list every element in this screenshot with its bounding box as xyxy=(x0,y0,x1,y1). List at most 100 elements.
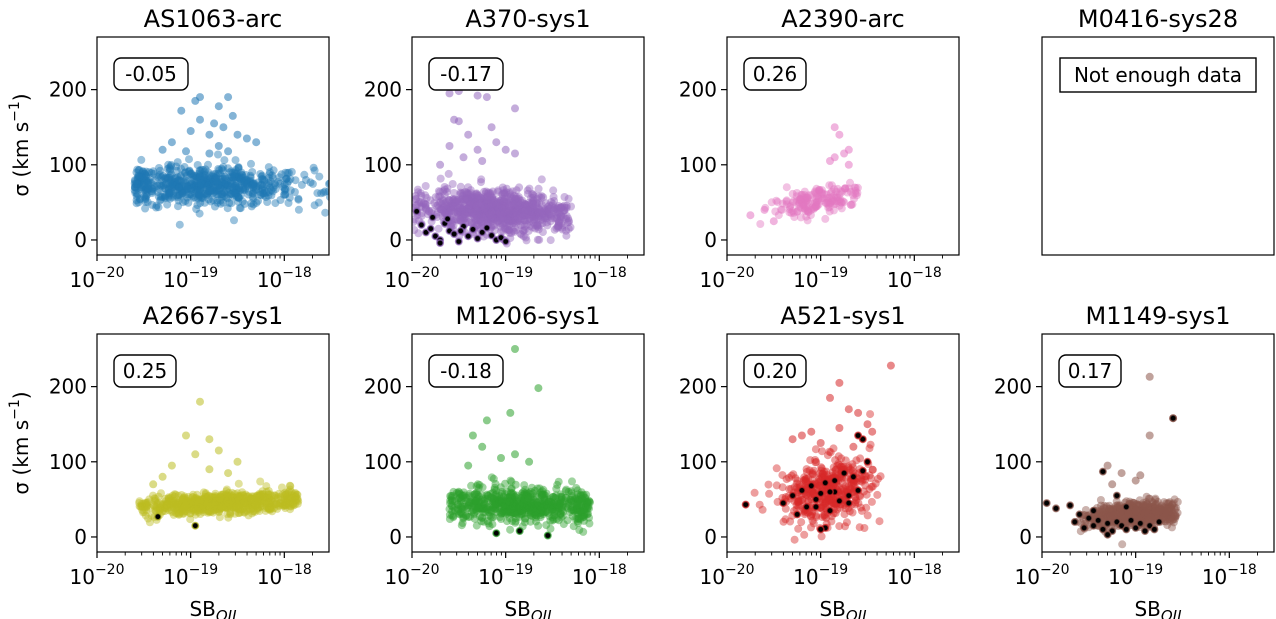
data-point xyxy=(468,194,477,203)
data-point xyxy=(472,210,481,219)
data-point xyxy=(799,199,808,208)
data-point xyxy=(553,203,562,212)
data-point xyxy=(211,497,220,506)
data-point xyxy=(498,196,507,205)
data-point xyxy=(505,207,514,215)
data-point xyxy=(566,223,575,232)
data-point xyxy=(217,178,226,187)
data-point xyxy=(199,505,208,514)
data-point xyxy=(197,497,206,506)
flagged-point xyxy=(854,431,863,440)
data-point xyxy=(235,501,244,510)
data-point xyxy=(535,211,543,220)
data-point xyxy=(502,184,511,193)
data-point xyxy=(260,493,269,502)
data-point xyxy=(469,198,478,207)
data-point xyxy=(192,186,201,195)
data-point xyxy=(503,215,512,224)
outlier-point xyxy=(826,393,834,402)
data-point xyxy=(195,171,204,180)
data-point xyxy=(476,215,485,223)
data-point xyxy=(212,190,221,199)
data-point xyxy=(807,205,816,214)
data-point xyxy=(801,197,810,206)
data-point xyxy=(196,176,205,185)
data-point xyxy=(483,214,492,223)
data-point xyxy=(467,219,476,228)
data-point xyxy=(164,494,173,503)
flagged-point xyxy=(1103,530,1112,539)
data-point xyxy=(217,498,226,507)
data-point xyxy=(507,208,516,217)
data-point xyxy=(135,166,144,174)
data-point xyxy=(212,172,221,181)
data-point xyxy=(501,198,510,207)
data-point xyxy=(255,491,264,500)
x-axis-label: SBOII xyxy=(819,597,867,619)
data-point xyxy=(242,176,251,185)
data-point xyxy=(156,505,165,514)
outlier-point xyxy=(196,397,204,406)
data-point xyxy=(166,171,175,180)
flagged-point xyxy=(1122,502,1131,511)
data-point xyxy=(211,176,220,185)
data-point xyxy=(464,203,473,212)
data-point xyxy=(554,204,563,213)
data-point xyxy=(216,190,225,199)
data-point xyxy=(812,198,821,207)
data-point xyxy=(454,216,463,225)
data-point xyxy=(494,199,503,208)
data-point xyxy=(136,172,144,181)
data-point xyxy=(217,164,226,173)
data-point xyxy=(519,226,528,235)
data-point xyxy=(240,494,248,503)
y-tick-label: 100 xyxy=(994,450,1032,474)
data-point xyxy=(487,208,496,217)
data-point xyxy=(451,201,459,210)
data-point xyxy=(789,470,798,479)
data-point xyxy=(137,499,146,508)
data-point xyxy=(214,150,222,159)
data-point xyxy=(234,163,243,172)
data-point xyxy=(200,167,209,176)
data-point xyxy=(231,494,240,503)
data-point xyxy=(483,203,492,212)
data-point xyxy=(150,494,159,503)
data-point xyxy=(200,501,208,510)
data-point xyxy=(141,185,150,194)
data-point xyxy=(802,212,811,221)
data-point xyxy=(502,208,511,217)
data-point xyxy=(519,205,528,214)
data-point xyxy=(262,487,271,496)
data-point xyxy=(468,208,477,217)
data-point xyxy=(483,198,492,207)
data-point xyxy=(144,185,153,194)
data-point xyxy=(531,211,540,220)
data-point xyxy=(315,172,324,181)
panel-title: M1206-sys1 xyxy=(456,302,601,330)
data-point xyxy=(424,207,433,216)
data-point xyxy=(168,182,177,191)
x-axis-label-subscript: OII xyxy=(531,607,552,619)
data-point xyxy=(553,214,562,223)
data-point xyxy=(187,170,196,179)
data-point xyxy=(216,196,225,205)
outlier-point xyxy=(835,424,844,432)
data-point xyxy=(417,191,426,200)
data-point xyxy=(503,204,512,213)
data-point xyxy=(494,213,503,222)
data-point xyxy=(442,187,451,196)
data-point xyxy=(498,219,507,228)
data-point xyxy=(439,187,448,196)
data-point xyxy=(141,184,150,193)
data-point xyxy=(265,168,274,177)
outlier-point xyxy=(186,127,195,135)
data-point xyxy=(800,204,809,213)
data-point xyxy=(542,218,551,227)
data-point xyxy=(474,211,483,220)
data-point xyxy=(264,181,273,190)
data-point xyxy=(534,204,543,213)
data-point xyxy=(145,518,154,527)
data-point xyxy=(451,198,459,207)
